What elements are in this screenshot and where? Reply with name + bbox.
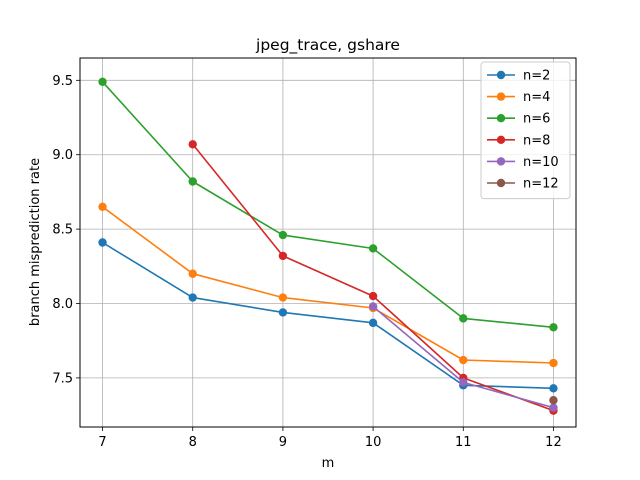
legend-marker [496,178,506,188]
data-point [368,244,378,253]
data-point [549,358,558,368]
legend-item: n=2 [487,69,550,84]
data-point [188,177,197,186]
y-tick-label: 8.5 [52,223,73,238]
y-tick-label: 8.0 [52,297,73,312]
series-n-12 [549,396,558,405]
data-point [188,269,197,278]
series-line [102,241,554,390]
x-tick-label: 8 [189,435,197,450]
legend-marker [496,135,506,144]
data-point [278,293,288,302]
data-point [98,77,107,87]
data-point [549,384,558,393]
plot-frame [79,57,577,428]
data-point [549,403,558,412]
series-line [101,81,554,329]
legend-label: n=4 [523,90,550,105]
data-point [278,230,288,240]
series-n-2 [98,238,558,393]
data-point [278,251,288,261]
legend-marker [496,92,506,101]
x-tick-label: 9 [279,435,287,450]
legend-label: n=6 [523,112,550,127]
data-point [368,302,378,311]
data-point [98,202,107,211]
legend-label: n=2 [523,69,550,84]
x-tick-label: 12 [545,435,562,450]
legend-item: n=6 [487,112,550,127]
data-point [188,140,197,149]
axis-ticks: 7 8 9 10 11 12 7.5 8.0 8.5 9.0 9.5 [52,74,561,450]
legend-marker [496,157,506,166]
x-axis-label: m [322,456,335,471]
data-point [459,378,468,387]
legend-item: n=12 [487,177,559,192]
legend: n=2 n=4 n=6 n=8 n=10 n=12 [480,61,571,200]
legend-marker [496,114,506,123]
data-point [459,314,468,323]
legend-marker [496,70,506,80]
x-tick-label: 11 [455,435,472,450]
y-axis-label: branch misprediction rate [28,158,43,326]
legend-label: n=10 [523,155,559,170]
series-n-4 [98,202,558,368]
y-tick-label: 7.5 [52,371,73,386]
legend-item: n=10 [487,155,559,170]
x-tick-label: 7 [98,435,106,450]
data-point [98,238,107,247]
data-point [188,293,197,302]
y-tick-label: 9.5 [52,74,73,89]
series-n-10 [368,302,558,412]
legend-label: n=12 [523,177,559,192]
data-point [549,323,558,332]
x-tick-label: 10 [365,435,382,450]
y-tick-label: 9.0 [52,148,73,163]
data-point [549,396,558,405]
series-n-6 [98,77,558,332]
chart-title: jpeg_trace, gshare [255,36,400,55]
data-point [278,308,288,317]
legend-item: n=8 [487,133,550,148]
legend-label: n=8 [523,133,550,148]
data-point [368,291,378,301]
series-layer [98,77,558,415]
legend-item: n=4 [487,90,550,105]
data-point [459,355,468,365]
series-line [102,206,554,364]
data-point [368,318,378,328]
